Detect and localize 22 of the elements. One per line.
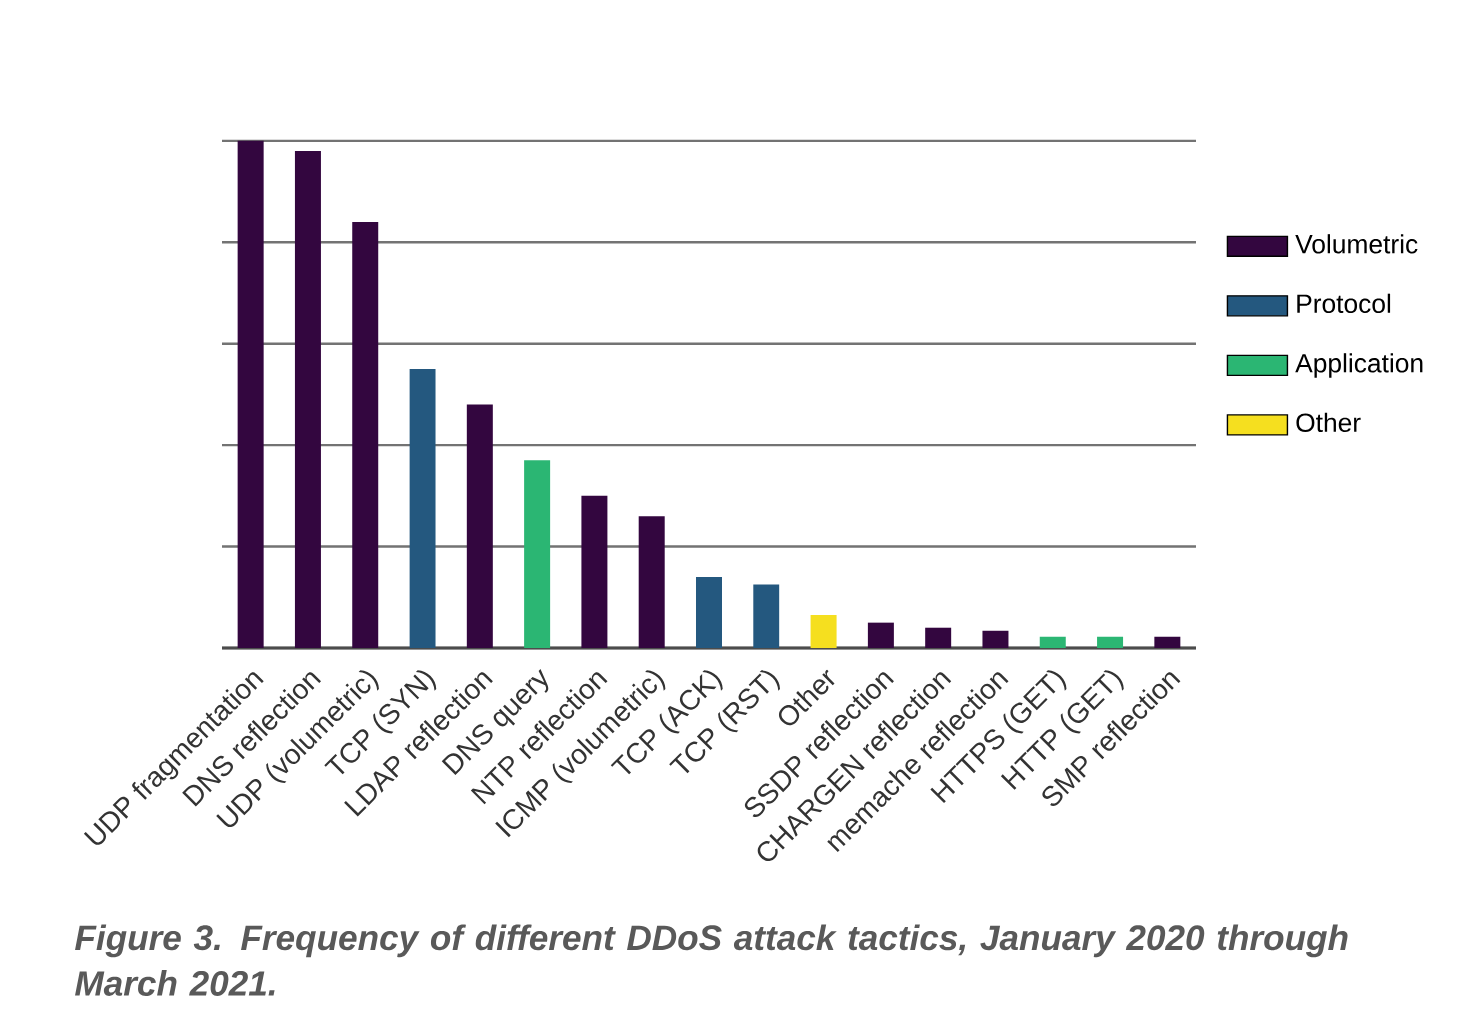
bar — [1154, 636, 1181, 648]
legend-label: Protocol — [1297, 293, 1391, 314]
bar — [1097, 636, 1124, 648]
bar — [352, 222, 379, 648]
bar — [867, 622, 894, 648]
bar — [810, 615, 837, 648]
bar — [638, 516, 665, 648]
bar — [753, 584, 780, 648]
bar — [581, 495, 608, 648]
bar — [237, 140, 264, 648]
bar — [1039, 636, 1066, 648]
bar — [925, 627, 952, 648]
caption: Figure 3. Frequency of different DDoS attack tactics, January 2020 through March 2021. — [75, 924, 1348, 996]
bar — [466, 404, 493, 648]
bar — [696, 577, 722, 648]
bar — [409, 369, 436, 648]
bar — [524, 460, 551, 648]
legend-label: Application — [1295, 353, 1423, 378]
bar — [294, 151, 321, 648]
legend-label: Other — [1296, 412, 1361, 433]
bar — [982, 630, 1009, 648]
legend-label: Volumetric — [1295, 234, 1418, 254]
